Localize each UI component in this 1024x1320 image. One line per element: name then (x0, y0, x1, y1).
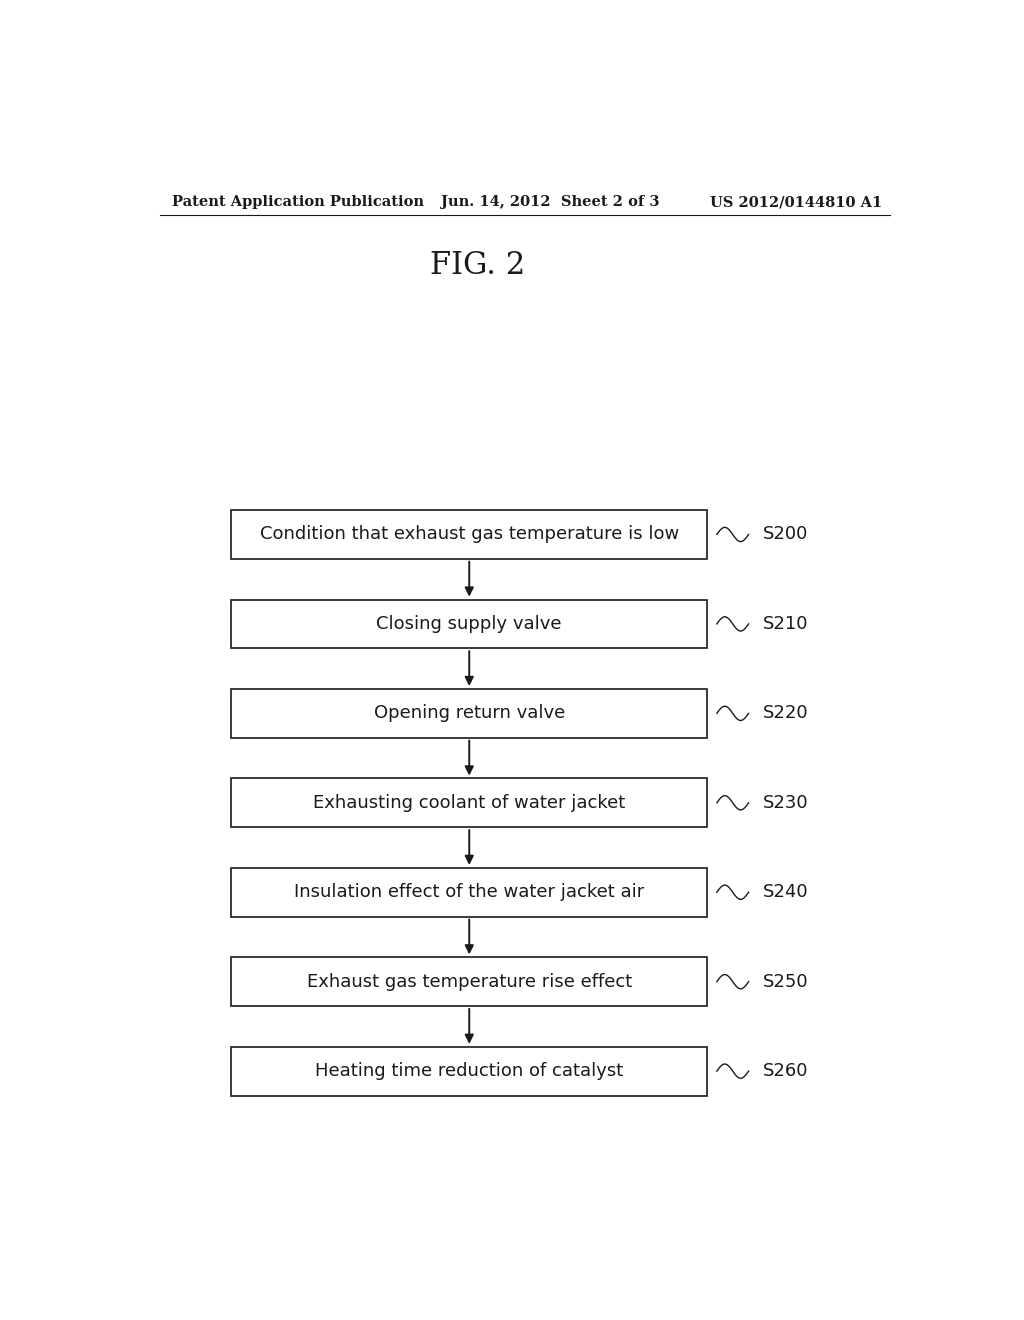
Text: Heating time reduction of catalyst: Heating time reduction of catalyst (315, 1063, 624, 1080)
Text: Jun. 14, 2012  Sheet 2 of 3: Jun. 14, 2012 Sheet 2 of 3 (441, 195, 660, 209)
Text: S210: S210 (763, 615, 808, 632)
Text: Condition that exhaust gas temperature is low: Condition that exhaust gas temperature i… (260, 525, 679, 544)
Text: FIG. 2: FIG. 2 (429, 249, 525, 281)
Text: S260: S260 (763, 1063, 808, 1080)
Text: S240: S240 (763, 883, 809, 902)
Text: Insulation effect of the water jacket air: Insulation effect of the water jacket ai… (294, 883, 644, 902)
Text: Closing supply valve: Closing supply valve (377, 615, 562, 632)
Text: US 2012/0144810 A1: US 2012/0144810 A1 (710, 195, 882, 209)
Bar (231, 779, 708, 828)
Bar (231, 957, 708, 1006)
Text: S200: S200 (763, 525, 808, 544)
Bar (231, 1047, 708, 1096)
Bar (231, 599, 708, 648)
Text: S230: S230 (763, 793, 809, 812)
Text: Exhausting coolant of water jacket: Exhausting coolant of water jacket (313, 793, 626, 812)
Text: Exhaust gas temperature rise effect: Exhaust gas temperature rise effect (306, 973, 632, 991)
Text: Opening return valve: Opening return valve (374, 705, 565, 722)
Text: S220: S220 (763, 705, 809, 722)
Bar (231, 689, 708, 738)
Text: S250: S250 (763, 973, 809, 991)
Bar (231, 867, 708, 916)
Text: Patent Application Publication: Patent Application Publication (172, 195, 424, 209)
Bar (231, 510, 708, 558)
